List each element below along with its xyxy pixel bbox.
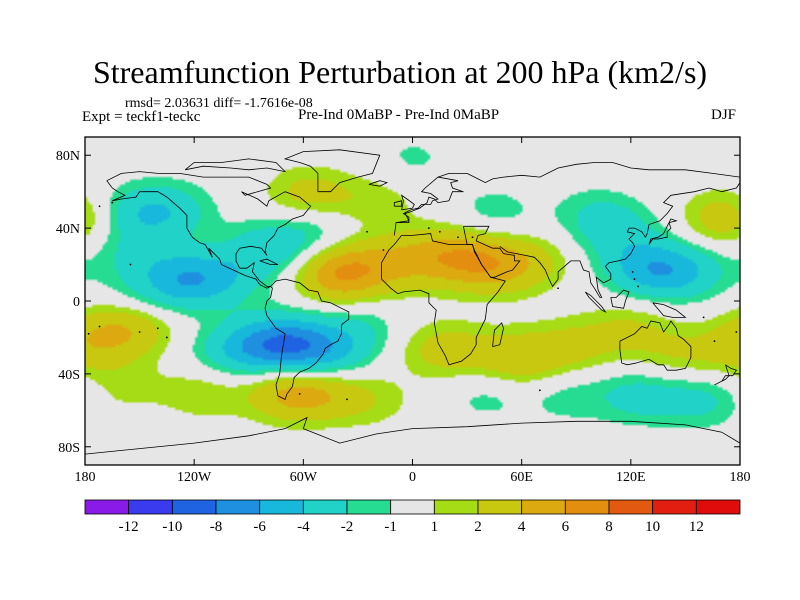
coastline [368, 180, 389, 187]
coastline [400, 194, 415, 211]
island-dot [165, 336, 168, 339]
colorbar-swatch [84, 499, 130, 515]
island-dot [557, 287, 559, 290]
island-dot [129, 263, 132, 266]
colorbar-swatch [259, 499, 304, 515]
coastline [381, 233, 506, 366]
coastline [283, 149, 381, 193]
island-dot [735, 331, 738, 333]
island-dot [633, 278, 636, 281]
island-dot [382, 249, 385, 251]
x-axis: 180 120W 60W 0 60E 120E 180 [75, 137, 751, 485]
coastline [499, 182, 740, 298]
island-dot [298, 393, 301, 395]
y-tick-label: 40S [58, 368, 80, 383]
island-dot [366, 230, 368, 233]
coastline [648, 218, 678, 245]
coastline [725, 364, 738, 377]
coastline [652, 302, 687, 318]
stats-line: rmsd= 2.03631 diff= -1.7616e-08 [125, 96, 313, 111]
coastline [463, 225, 521, 278]
colorbar-swatch [433, 499, 479, 515]
island-dot [427, 227, 430, 230]
coastline [610, 289, 630, 309]
colorbar-label: -10 [162, 519, 182, 535]
colorbar-label: -2 [341, 519, 354, 535]
coastline-layer [85, 149, 740, 455]
island-dot [702, 316, 705, 319]
island-dot [637, 285, 640, 288]
colorbar-label: -4 [297, 519, 310, 535]
colorbar-swatch [652, 499, 697, 515]
island-dot [98, 205, 101, 208]
colorbar-label: 4 [518, 519, 526, 535]
coastline [85, 416, 740, 455]
x-tick-label: 120W [177, 470, 212, 485]
colorbar-label: -12 [119, 519, 139, 535]
coastline [492, 322, 504, 347]
colorbar-label: -8 [210, 519, 223, 535]
colorbar-swatch [477, 499, 523, 515]
colorbar-swatch [171, 499, 217, 515]
colorbar-label: -6 [253, 519, 266, 535]
colorbar-swatch [128, 499, 173, 515]
island-dot [438, 230, 441, 233]
x-tick-label: 180 [75, 470, 96, 485]
colorbar-swatch [302, 499, 348, 515]
island-dot [471, 236, 474, 239]
y-tick-label: 40N [56, 222, 80, 237]
chart-title: Streamfunction Perturbation at 200 hPa (… [92, 54, 708, 90]
island-dot [111, 201, 114, 204]
colorbar-swatch [215, 499, 261, 515]
coastline [584, 291, 607, 313]
colorbar: -12 -10 -8 -6 -4 -2 -1 1 2 4 6 8 10 12 [84, 499, 741, 535]
colorbar-label: -1 [384, 519, 397, 535]
island-dot [156, 327, 159, 330]
x-tick-label: 60E [510, 470, 533, 485]
coastline [714, 375, 731, 386]
island-dot [713, 340, 716, 342]
colorbar-label: 2 [474, 519, 482, 535]
coastline [106, 171, 312, 289]
coastline [437, 162, 740, 184]
colorbar-swatch [346, 499, 392, 515]
coastline [393, 200, 403, 207]
coastline [393, 176, 464, 236]
y-tick-label: 80S [58, 441, 80, 456]
coastline [259, 258, 279, 266]
island-dot [346, 398, 348, 401]
y-axis: 80N 40N 0 40S 80S [56, 149, 740, 456]
colorbar-label: 6 [562, 519, 570, 535]
colorbar-label: 1 [431, 519, 439, 535]
season-label: DJF [711, 107, 737, 123]
island-dot [457, 236, 459, 239]
island-dot [631, 270, 634, 273]
island-dot [87, 332, 90, 335]
island-dot [98, 325, 101, 328]
colorbar-label: 12 [689, 519, 704, 535]
y-tick-label: 80N [56, 149, 80, 164]
anomaly-field [85, 137, 740, 465]
x-tick-label: 120E [616, 470, 646, 485]
coastline [264, 278, 350, 400]
experiment-label: Expt = teckf1-teckc [82, 109, 201, 125]
x-tick-label: 60W [290, 470, 318, 485]
colorbar-label: 8 [605, 519, 613, 535]
colorbar-label: 10 [645, 519, 660, 535]
island-dot [138, 331, 141, 333]
colorbar-swatch [564, 499, 610, 515]
colorbar-swatch [608, 499, 654, 515]
colorbar-swatch [521, 499, 566, 515]
colorbar-swatch [695, 499, 741, 515]
colorbar-swatch [390, 499, 435, 515]
coastline [184, 158, 287, 173]
y-tick-label: 0 [73, 295, 80, 310]
comparison-label: Pre-Ind 0MaBP - Pre-Ind 0MaBP [298, 107, 500, 123]
coastline [619, 320, 692, 371]
island-dot [538, 389, 541, 392]
x-tick-label: 0 [409, 470, 416, 485]
x-tick-label: 180 [730, 470, 751, 485]
